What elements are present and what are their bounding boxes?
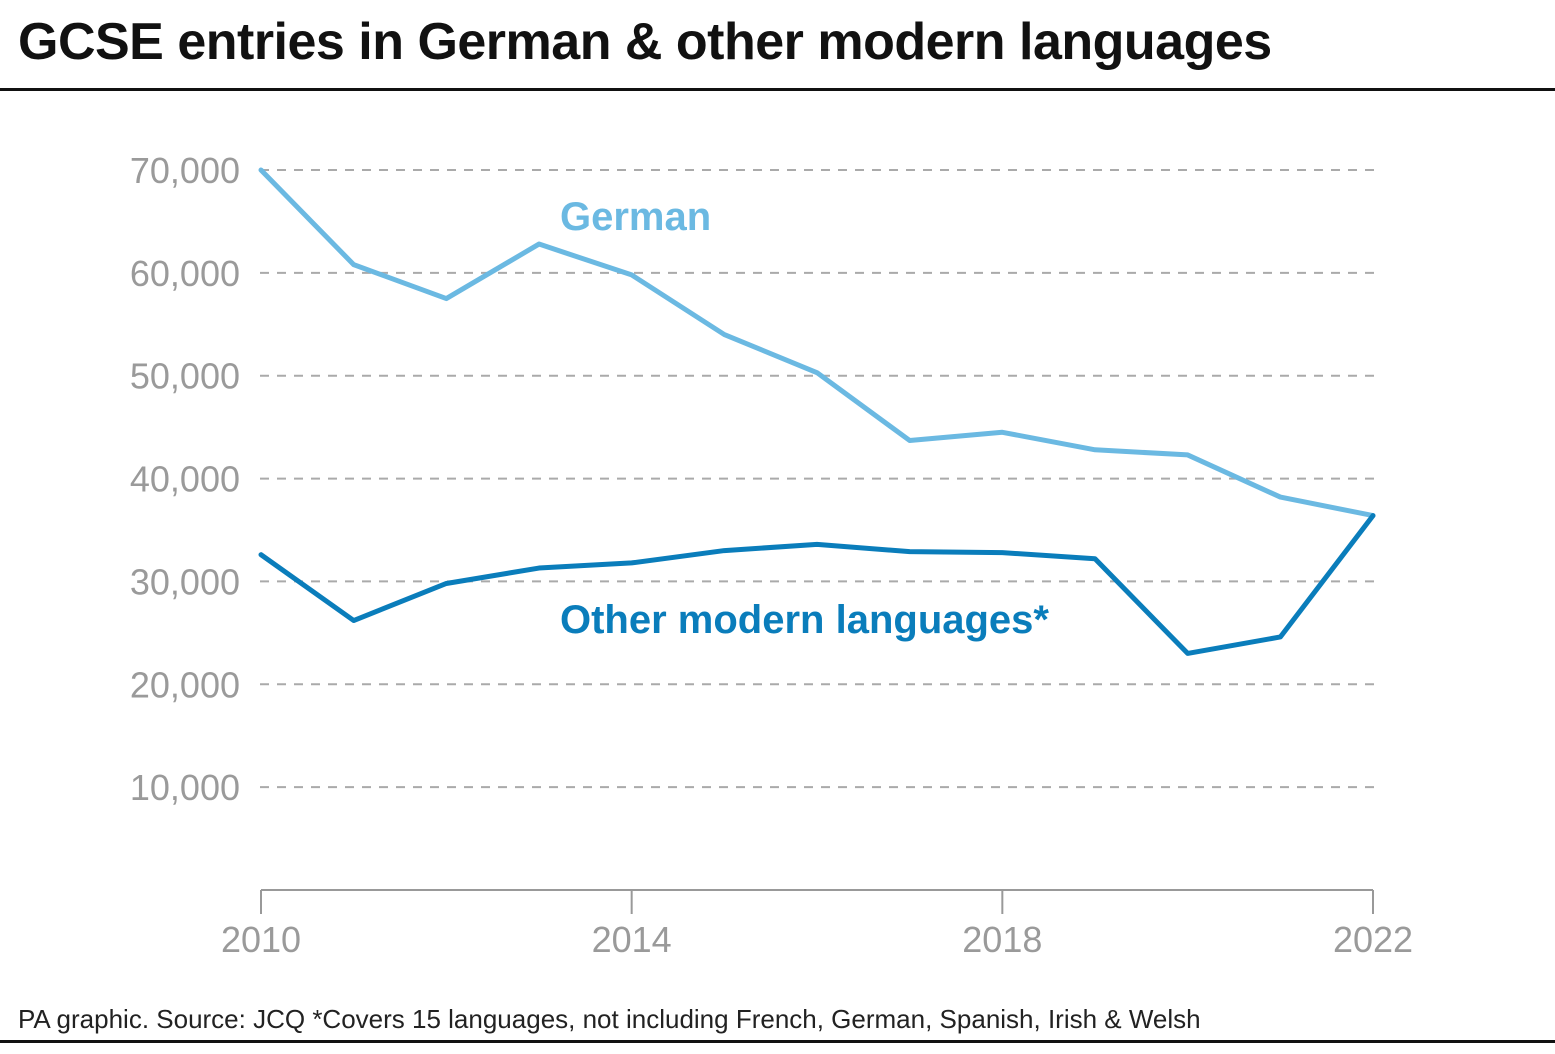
- chart-title: GCSE entries in German & other modern la…: [18, 13, 1272, 71]
- x-tick-label: 2014: [592, 919, 672, 960]
- other-languages-line: [258, 513, 1376, 656]
- y-tick-label: 30,000: [130, 561, 240, 602]
- source-note: PA graphic. Source: JCQ *Covers 15 langu…: [18, 1004, 1201, 1034]
- y-tick-label: 20,000: [130, 664, 240, 705]
- german-line: [258, 167, 1376, 519]
- gridlines: [260, 169, 1378, 789]
- x-tick-label: 2022: [1333, 919, 1413, 960]
- y-tick-label: 70,000: [130, 150, 240, 191]
- bottom-divider: [0, 1040, 1555, 1043]
- x-axis: 2010 2014 2018 2022: [221, 889, 1413, 960]
- series-lines: [258, 167, 1376, 656]
- x-tick-label: 2018: [962, 919, 1042, 960]
- y-axis-ticks: 70,000 60,000 50,000 40,000 30,000 20,000 10,0…: [130, 150, 240, 808]
- title-divider: [0, 88, 1555, 91]
- series-label-other: Other modern languages*: [560, 598, 1049, 642]
- line-chart: 70,000 60,000 50,000 40,000 30,000 20,000 10,0…: [130, 150, 1413, 960]
- series-label-german: German: [560, 195, 711, 239]
- y-tick-label: 50,000: [130, 356, 240, 397]
- x-tick-label: 2010: [221, 919, 301, 960]
- y-tick-label: 60,000: [130, 253, 240, 294]
- y-tick-label: 40,000: [130, 459, 240, 500]
- y-tick-label: 10,000: [130, 767, 240, 808]
